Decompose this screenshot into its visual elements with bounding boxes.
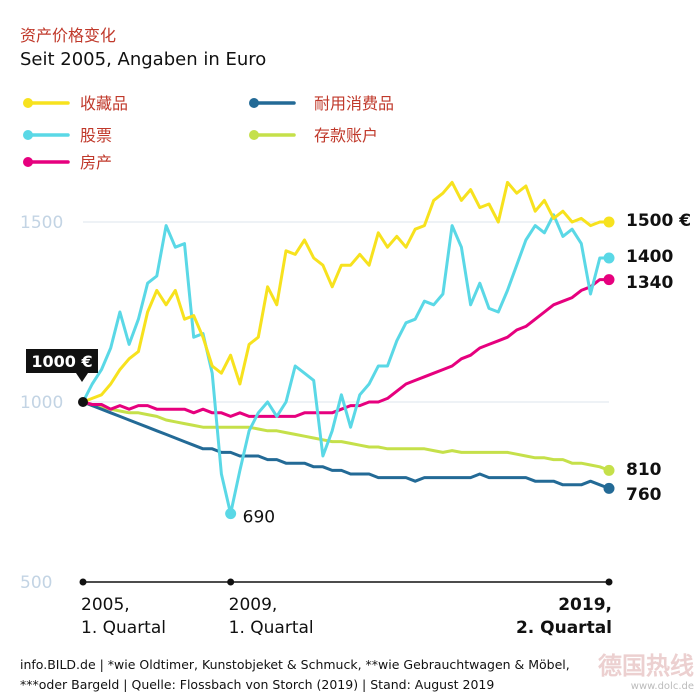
end-label-durables: 760 [626,485,662,505]
min-dot-stocks [225,508,237,520]
watermark-logo: 德国热线 www.dolc.de [598,646,694,692]
end-dot-durables [603,482,615,494]
legend-label-stocks: 股票 [80,126,112,145]
legend-dot-durables [249,98,259,108]
series-line-stocks [81,213,611,516]
legend-label-savings: 存款账户 [314,126,378,145]
x-tick-label-1-0: 2009, [229,595,278,615]
legend-label-collectibles: 收藏品 [80,94,128,113]
end-label-real_estate: 1340 [626,273,673,293]
x-tick-label-0-0: 2005, [81,595,130,615]
footer-line-2: ***oder Bargeld | Quelle: Flossbach von … [20,677,495,692]
start-callout-pointer [76,373,88,382]
end-dot-savings [603,464,615,476]
x-tick-label-0-1: 1. Quartal [81,618,166,638]
end-label-savings: 810 [626,460,662,480]
x-tick-dot-1 [227,578,235,586]
end-dot-stocks [603,252,615,264]
watermark-url: www.dolc.de [630,681,694,692]
start-dot [78,397,88,407]
legend-dot-stocks [23,130,33,140]
x-tick-dot-2 [605,578,613,586]
x-tick-label-1-1: 1. Quartal [229,618,314,638]
x-tick-label-2-1: 2. Quartal [516,618,612,638]
min-label-stocks: 690 [243,508,275,528]
chart-title: 资产价格变化 [20,26,117,45]
y-tick-label-1500: 1500 [20,213,63,233]
legend-dot-savings [249,130,259,140]
start-callout-box [26,349,98,373]
y-tick-label-1000: 1000 [20,393,63,413]
end-dot-collectibles [603,216,615,228]
series-line-savings [81,400,611,472]
start-callout-label: 1000 € [31,352,92,371]
legend-label-real_estate: 房产 [80,153,112,172]
x-tick-dot-0 [79,578,87,586]
end-label-stocks: 1400 [626,247,673,267]
legend-dot-collectibles [23,98,33,108]
end-dot-real_estate [603,274,615,286]
legend-dot-real_estate [23,157,33,167]
y-tick-label-500: 500 [20,573,52,593]
watermark-text: 德国热线 [598,652,694,680]
footer-source: info.BILD.de | *wie Oldtimer, Kunstobjek… [20,655,700,695]
x-tick-label-2-0: 2019, [558,595,612,615]
series-line-durables [81,400,611,490]
line-chart: 500 1000 1500 2005, 1. Quartal 2009, 1. Quarta… [20,94,691,638]
series-line-collectibles [81,180,611,404]
chart-subtitle: Seit 2005, Angaben in Euro [20,49,267,70]
end-label-collectibles: 1500 € [626,211,691,231]
legend-label-durables: 耐用消费品 [314,94,394,113]
footer-line-1: info.BILD.de | *wie Oldtimer, Kunstobjek… [20,657,570,672]
